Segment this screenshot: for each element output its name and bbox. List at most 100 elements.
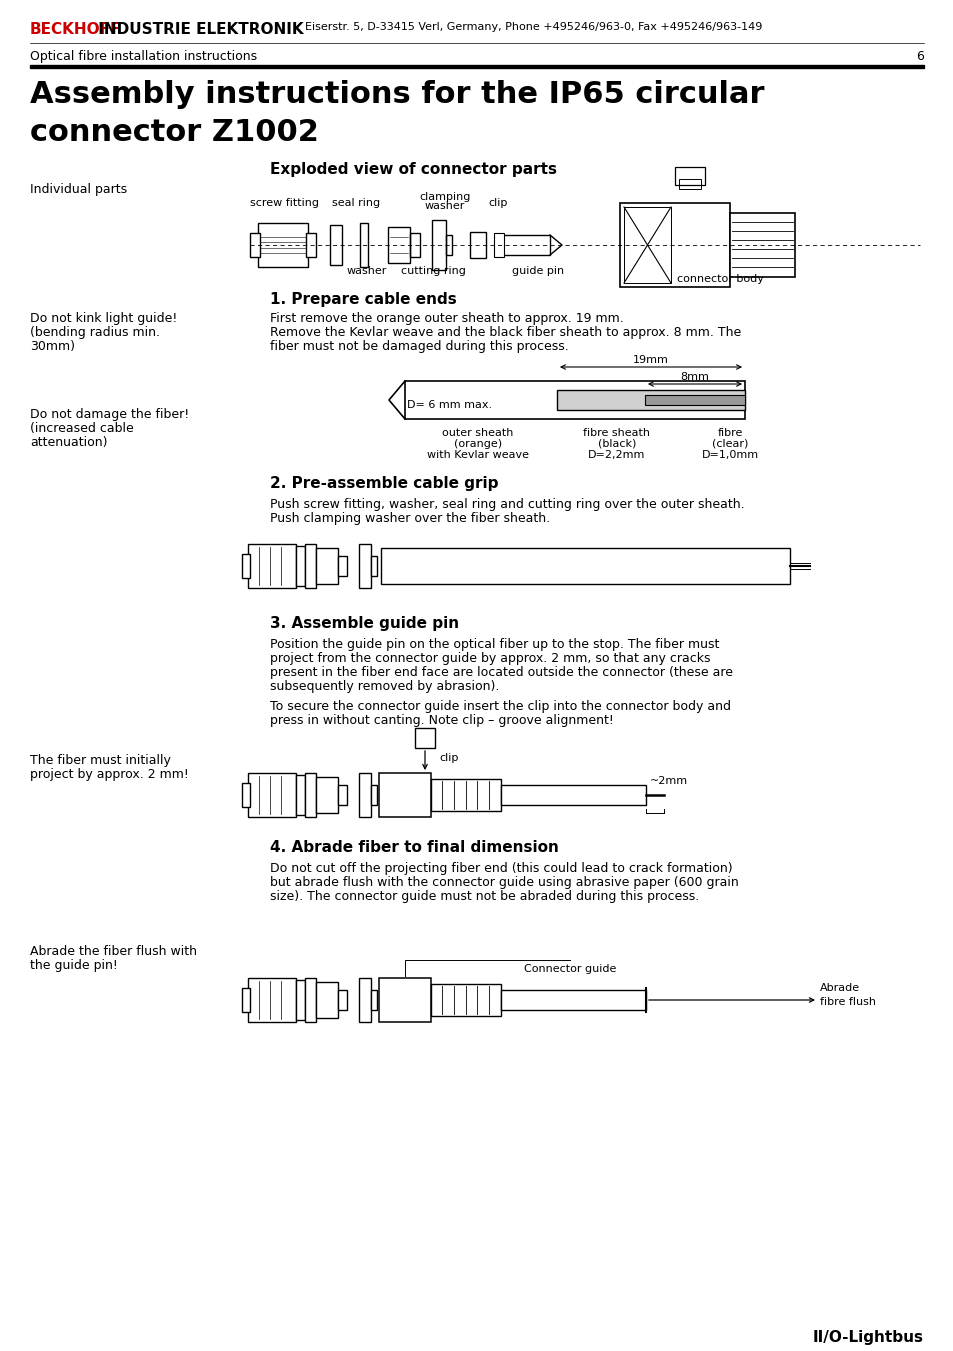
Bar — [337, 990, 347, 1011]
Text: outer sheath: outer sheath — [442, 428, 513, 438]
Text: The fiber must initially: The fiber must initially — [30, 754, 171, 767]
Bar — [405, 381, 744, 419]
Bar — [675, 168, 704, 185]
Text: Abrade the fiber flush with: Abrade the fiber flush with — [30, 944, 196, 958]
Text: the guide pin!: the guide pin! — [30, 959, 118, 971]
Text: BECKHOFF: BECKHOFF — [30, 22, 121, 36]
Bar — [248, 978, 295, 1021]
Bar — [557, 390, 744, 409]
Bar — [242, 988, 250, 1012]
Text: fibre: fibre — [717, 428, 741, 438]
Bar — [431, 984, 500, 1016]
Text: D=2,2mm: D=2,2mm — [588, 450, 645, 459]
Bar — [295, 979, 305, 1020]
Bar — [500, 990, 645, 1011]
Text: clip: clip — [438, 753, 457, 763]
Text: Eiserstr. 5, D-33415 Verl, Germany, Phone +495246/963-0, Fax +495246/963-149: Eiserstr. 5, D-33415 Verl, Germany, Phon… — [305, 22, 761, 32]
Text: fibre sheath: fibre sheath — [583, 428, 650, 438]
Bar — [380, 549, 789, 584]
Text: washer: washer — [424, 201, 465, 211]
Bar — [378, 773, 431, 817]
Bar — [494, 232, 503, 257]
Bar — [729, 213, 794, 277]
Text: 3. Assemble guide pin: 3. Assemble guide pin — [270, 616, 458, 631]
Bar — [500, 785, 645, 805]
Text: screw fitting: screw fitting — [251, 199, 319, 208]
Bar — [446, 235, 452, 255]
Bar — [619, 203, 729, 286]
Text: project from the connector guide by approx. 2 mm, so that any cracks: project from the connector guide by appr… — [270, 653, 710, 665]
Bar — [30, 65, 923, 68]
Bar — [501, 235, 550, 255]
Text: (black): (black) — [598, 439, 636, 449]
Text: 2. Pre-assemble cable grip: 2. Pre-assemble cable grip — [270, 476, 498, 490]
Bar — [306, 232, 315, 257]
Text: Position the guide pin on the optical fiber up to the stop. The fiber must: Position the guide pin on the optical fi… — [270, 638, 719, 651]
Text: 19mm: 19mm — [633, 355, 668, 365]
Text: project by approx. 2 mm!: project by approx. 2 mm! — [30, 767, 189, 781]
Text: ~2mm: ~2mm — [649, 775, 687, 786]
Text: Optical fibre installation instructions: Optical fibre installation instructions — [30, 50, 257, 63]
Text: Do not kink light guide!: Do not kink light guide! — [30, 312, 177, 326]
Text: cutting ring: cutting ring — [400, 266, 465, 276]
Text: Remove the Kevlar weave and the black fiber sheath to approx. 8 mm. The: Remove the Kevlar weave and the black fi… — [270, 326, 740, 339]
Bar — [337, 557, 347, 576]
Text: D= 6 mm max.: D= 6 mm max. — [407, 400, 492, 409]
Text: Assembly instructions for the IP65 circular: Assembly instructions for the IP65 circu… — [30, 80, 763, 109]
Text: washer: washer — [347, 266, 387, 276]
Bar — [305, 773, 315, 817]
Bar — [305, 978, 315, 1021]
Text: connector body: connector body — [676, 274, 762, 284]
Text: To secure the connector guide insert the clip into the connector body and: To secure the connector guide insert the… — [270, 700, 730, 713]
Bar — [330, 226, 341, 265]
Bar — [371, 557, 376, 576]
Bar — [371, 785, 376, 805]
Text: guide pin: guide pin — [512, 266, 563, 276]
Bar — [315, 777, 337, 813]
Bar — [358, 773, 371, 817]
Bar — [644, 394, 744, 405]
Text: connector Z1002: connector Z1002 — [30, 118, 318, 147]
Text: 30mm): 30mm) — [30, 340, 75, 353]
Text: 8mm: 8mm — [679, 372, 709, 382]
Text: fiber must not be damaged during this process.: fiber must not be damaged during this pr… — [270, 340, 568, 353]
Text: (orange): (orange) — [454, 439, 501, 449]
Text: seal ring: seal ring — [332, 199, 379, 208]
Bar — [257, 223, 308, 267]
Text: present in the fiber end face are located outside the connector (these are: present in the fiber end face are locate… — [270, 666, 732, 680]
Bar — [315, 982, 337, 1019]
Bar — [242, 784, 250, 807]
Text: Exploded view of connector parts: Exploded view of connector parts — [270, 162, 557, 177]
Bar — [248, 773, 295, 817]
Text: 4. Abrade fiber to final dimension: 4. Abrade fiber to final dimension — [270, 840, 558, 855]
Bar — [305, 544, 315, 588]
Bar — [623, 207, 670, 282]
Bar — [415, 728, 435, 748]
Bar — [679, 178, 700, 189]
Bar — [315, 549, 337, 584]
Bar — [358, 978, 371, 1021]
Bar — [337, 785, 347, 805]
Text: fibre flush: fibre flush — [820, 997, 875, 1006]
Text: (increased cable: (increased cable — [30, 422, 133, 435]
Text: attenuation): attenuation) — [30, 436, 108, 449]
Text: clip: clip — [488, 199, 507, 208]
Text: clamping: clamping — [419, 192, 470, 203]
Text: size). The connector guide must not be abraded during this process.: size). The connector guide must not be a… — [270, 890, 699, 902]
Text: II/O-Lightbus: II/O-Lightbus — [812, 1329, 923, 1346]
Bar — [248, 544, 295, 588]
Bar — [295, 546, 305, 586]
Text: Push screw fitting, washer, seal ring and cutting ring over the outer sheath.: Push screw fitting, washer, seal ring an… — [270, 499, 744, 511]
Text: D=1,0mm: D=1,0mm — [700, 450, 758, 459]
Text: Abrade: Abrade — [820, 984, 860, 993]
Text: 6: 6 — [915, 50, 923, 63]
Text: but abrade flush with the connector guide using abrasive paper (600 grain: but abrade flush with the connector guid… — [270, 875, 738, 889]
Text: Push clamping washer over the fiber sheath.: Push clamping washer over the fiber shea… — [270, 512, 550, 526]
Bar — [358, 544, 371, 588]
Bar — [242, 554, 250, 578]
Text: Connector guide: Connector guide — [523, 965, 616, 974]
Text: press in without canting. Note clip – groove alignment!: press in without canting. Note clip – gr… — [270, 713, 613, 727]
Text: First remove the orange outer sheath to approx. 19 mm.: First remove the orange outer sheath to … — [270, 312, 623, 326]
Text: (clear): (clear) — [711, 439, 747, 449]
Text: (bending radius min.: (bending radius min. — [30, 326, 160, 339]
